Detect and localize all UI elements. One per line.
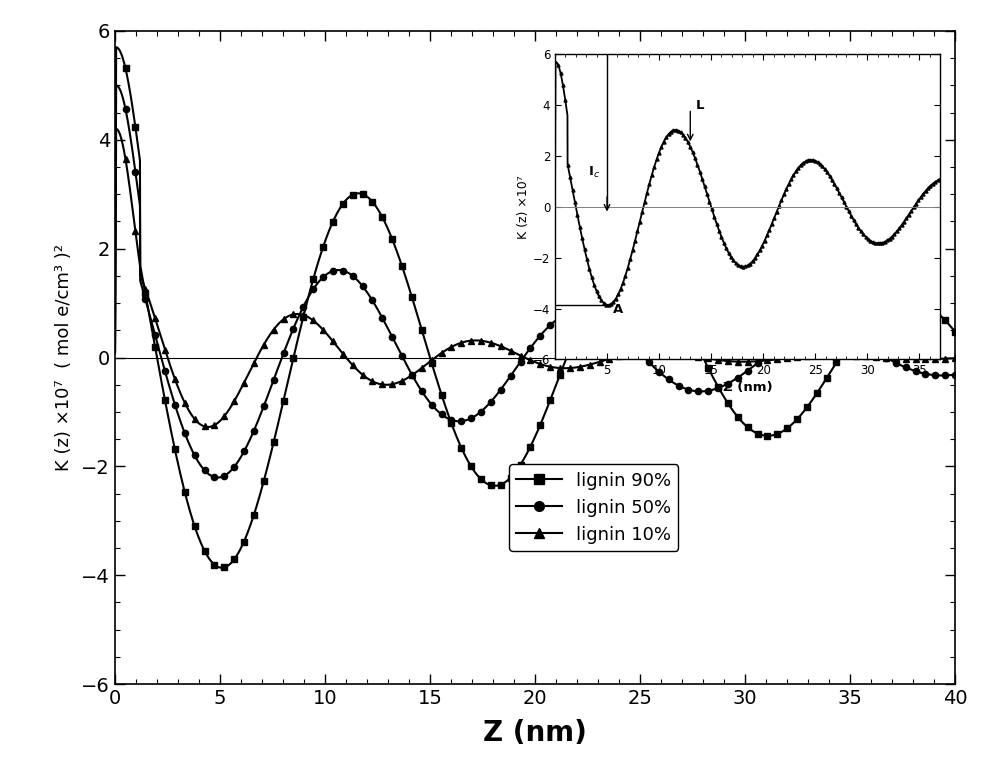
X-axis label: Z (nm): Z (nm) [483,719,587,747]
Y-axis label: K (z) ×10⁷: K (z) ×10⁷ [517,175,530,239]
Text: I$_c$: I$_c$ [588,165,600,180]
Text: L: L [695,98,704,111]
Legend: lignin 90%, lignin 50%, lignin 10%: lignin 90%, lignin 50%, lignin 10% [509,465,678,551]
Text: A: A [613,303,623,315]
Y-axis label: K (z) ×10⁷  ( mol e/cm³ )²: K (z) ×10⁷ ( mol e/cm³ )² [55,244,73,471]
X-axis label: Z (nm): Z (nm) [723,381,772,394]
